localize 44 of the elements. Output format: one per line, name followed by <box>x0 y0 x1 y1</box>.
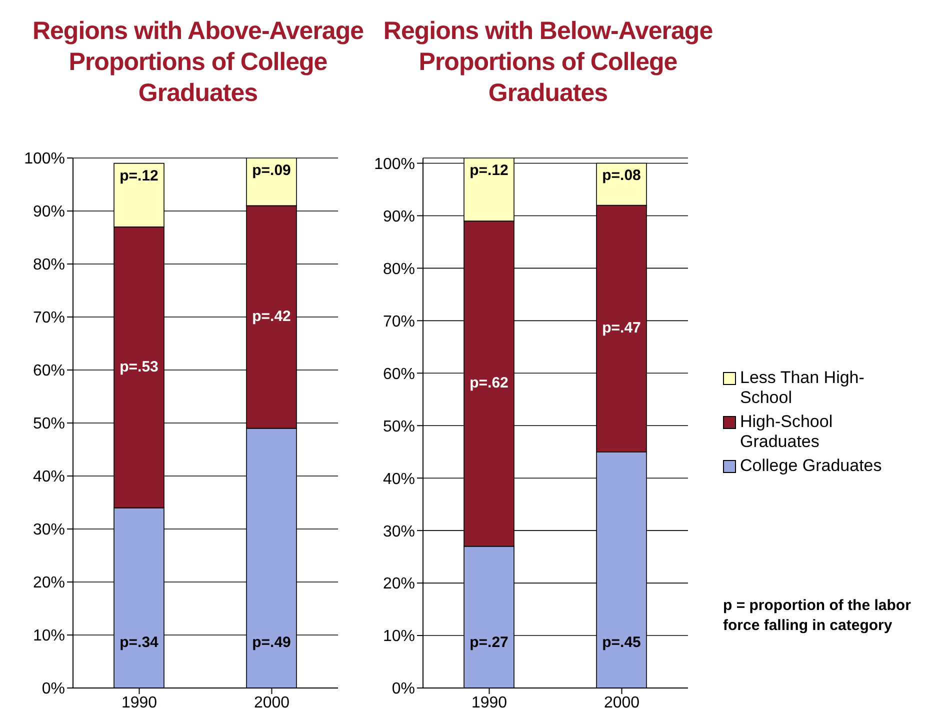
x-tick-label: 1990 <box>121 694 158 712</box>
y-tick-label: 40% <box>32 468 65 486</box>
chart-title: Regions with Below-Average Proportions of College Graduates <box>382 16 714 109</box>
x-tick-label: 2000 <box>254 694 290 712</box>
y-tick-label: 60% <box>32 362 65 380</box>
y-tick-label: 30% <box>382 523 415 540</box>
y-tick-label: 30% <box>32 522 65 539</box>
legend-label: Less Than High-School <box>740 368 866 408</box>
y-tick-label: 50% <box>32 416 65 433</box>
y-tick-label: 100% <box>24 150 65 168</box>
data-label: p=.12 <box>470 162 508 179</box>
y-tick-label: 40% <box>382 470 415 488</box>
y-tick-label: 90% <box>382 208 415 226</box>
y-tick-label: 90% <box>32 204 65 221</box>
data-label: p=.42 <box>252 308 291 325</box>
x-tick-label: 1990 <box>471 694 508 712</box>
y-tick-label: 60% <box>382 366 415 383</box>
data-label: p=.62 <box>470 374 508 392</box>
y-tick-label: 20% <box>382 576 415 593</box>
data-label: p=.34 <box>120 634 160 651</box>
data-label: p=.27 <box>470 634 508 651</box>
chart-title: Regions with Above-Average Proportions of College Graduates <box>31 16 365 109</box>
data-label: p=.08 <box>602 167 641 184</box>
data-label: p=.47 <box>602 320 641 337</box>
data-label: p=.53 <box>120 358 158 376</box>
y-tick-label: 70% <box>382 313 415 330</box>
y-tick-label: 0% <box>42 680 65 698</box>
data-label: p=.09 <box>252 162 291 179</box>
data-label: p=.12 <box>120 167 158 184</box>
y-tick-label: 80% <box>32 256 65 274</box>
y-tick-label: 50% <box>382 418 415 436</box>
y-tick-label: 0% <box>392 680 415 698</box>
data-label: p=.49 <box>252 634 291 651</box>
x-tick-label: 2000 <box>604 694 640 712</box>
y-tick-label: 70% <box>32 310 65 327</box>
data-label: p=.45 <box>602 634 641 651</box>
y-tick-label: 10% <box>382 628 415 646</box>
y-tick-label: 100% <box>374 156 415 173</box>
legend-label: High-School Graduates <box>740 412 834 452</box>
text: p = proportion of the labor force falling in category <box>723 596 912 636</box>
legend-label: College Graduates <box>740 456 883 476</box>
y-tick-label: 80% <box>382 260 415 278</box>
y-tick-label: 10% <box>32 628 65 645</box>
y-tick-label: 20% <box>32 574 65 592</box>
